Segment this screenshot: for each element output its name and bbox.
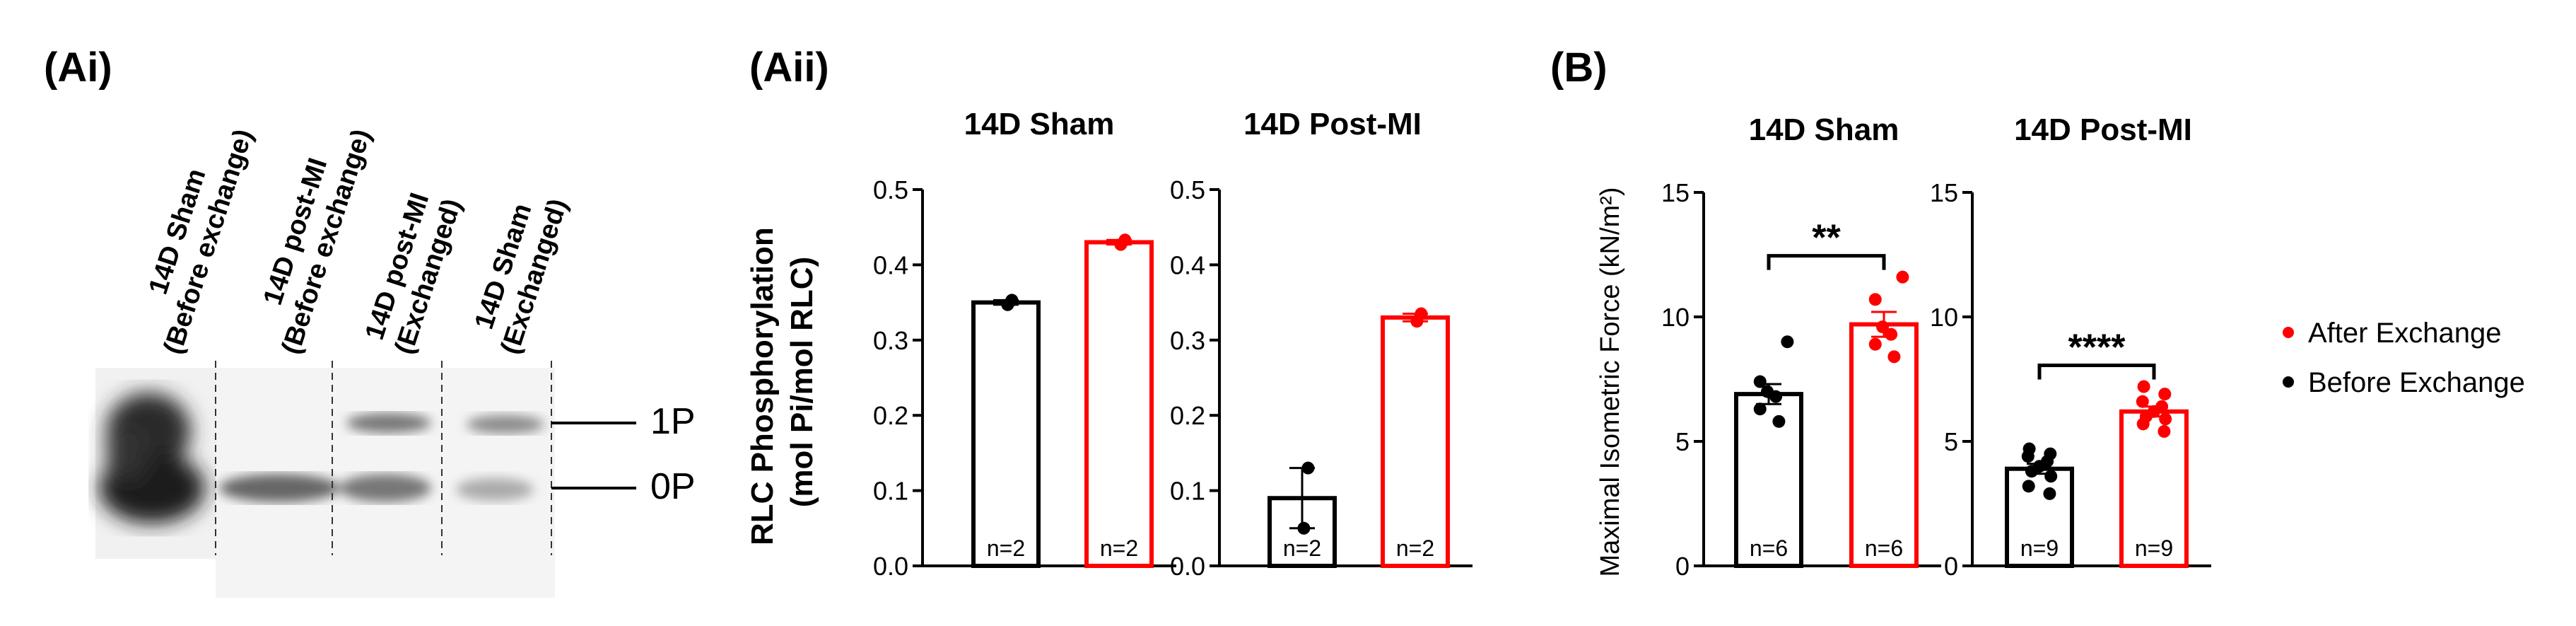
data-point (1753, 402, 1767, 416)
data-point (2136, 395, 2149, 408)
n-label: n=2 (1283, 535, 1321, 561)
chart-b-sham: 14D Sham 0 5 10 15 n=6 n=6 ** (1661, 112, 1941, 581)
data-point (1005, 294, 1019, 307)
significance-bracket (2037, 364, 2156, 380)
legend-marker-before (2283, 376, 2294, 388)
band-label-1p: 1P (650, 401, 696, 442)
n-label: n=9 (2135, 535, 2173, 561)
data-point (1868, 293, 1882, 306)
bar (1084, 240, 1154, 568)
data-point (1297, 521, 1311, 535)
n-label: n=9 (2020, 535, 2059, 561)
chart-title: 14D Post-MI (2014, 112, 2192, 147)
y-tick-label: 0.0 (873, 552, 908, 581)
y-tick-label: 0.4 (1170, 250, 1205, 279)
y-axis-title-rlc-line2: (mol Pi/mol RLC) (785, 257, 819, 507)
blot-band-lane-1 (99, 393, 205, 523)
legend-marker-after (2283, 327, 2294, 338)
n-label: n=2 (987, 535, 1025, 561)
data-point (1887, 350, 1901, 364)
bar (1734, 392, 1803, 568)
panel-label-b: (B) (1550, 45, 1608, 91)
y-tick-label: 0 (1944, 552, 1958, 581)
band-label-0p: 0P (650, 466, 696, 507)
y-tick-label: 0.1 (873, 477, 908, 506)
blot-image (95, 361, 636, 598)
y-tick-label: 0 (1675, 552, 1690, 581)
significance-label: ** (1812, 218, 1841, 259)
data-point (1753, 375, 1767, 388)
significance-bracket (1767, 254, 1886, 270)
data-point (1876, 320, 1890, 334)
y-tick-label: 5 (1944, 427, 1958, 456)
bar (971, 300, 1041, 568)
data-point (2022, 442, 2036, 456)
data-point (2044, 447, 2057, 460)
data-point (1772, 415, 1786, 428)
y-tick-label: 10 (1661, 303, 1690, 332)
y-tick-label: 0.1 (1170, 477, 1205, 506)
data-point (2044, 470, 2058, 483)
data-point (2022, 480, 2035, 493)
y-tick-label: 5 (1675, 427, 1690, 456)
y-tick-label: 0.5 (1170, 175, 1205, 204)
y-axis-title-rlc-line1: RLC Phosphorylation (745, 227, 780, 545)
y-tick-label: 0.2 (1170, 401, 1205, 430)
y-tick-label: 0.0 (1170, 552, 1205, 581)
data-point (2155, 400, 2169, 413)
y-tick-label: 0.5 (873, 175, 908, 204)
data-point (1761, 385, 1774, 398)
chart-aii-sham: 14D Sham 0.0 0.1 0.2 0.3 0.4 0.5 n=2 n=2 (873, 107, 1176, 581)
y-axis-title-force: Maximal Isometric Force (kN/m²) (1596, 187, 1625, 576)
bar (1849, 322, 1919, 568)
blot-lane-dividers (215, 361, 552, 555)
y-tick-label: 15 (1661, 178, 1690, 207)
y-tick-label: 0.4 (873, 250, 908, 279)
chart-b-post-mi: 14D Post-MI 0 5 10 15 n=9 n=9 **** (1930, 112, 2211, 581)
bar (1381, 315, 1450, 568)
y-tick-label: 15 (1930, 178, 1958, 207)
data-point (2043, 487, 2056, 500)
y-tick-label: 0.2 (873, 401, 908, 430)
data-point (1118, 233, 1132, 247)
western-blot-panel: 14D Sham (Before exchange) 14D post-MI (… (0, 0, 778, 626)
chart-title: 14D Post-MI (1243, 107, 1422, 141)
data-point (2159, 412, 2172, 426)
blot-band-1p (346, 413, 544, 434)
n-label: n=2 (1396, 535, 1434, 561)
significance-label: **** (2068, 328, 2126, 369)
data-point (1301, 461, 1315, 475)
data-point (2137, 380, 2150, 393)
y-tick-label: 0.3 (873, 326, 908, 355)
n-label: n=6 (1865, 535, 1903, 561)
n-label: n=6 (1750, 535, 1788, 561)
data-point (1868, 337, 1882, 351)
legend-label-before: Before Exchange (2308, 367, 2525, 398)
panel-label-ai: (Ai) (44, 45, 112, 91)
data-point (1896, 270, 1909, 284)
n-label: n=2 (1100, 535, 1138, 561)
legend: After Exchange Before Exchange (2283, 318, 2525, 398)
chart-title: 14D Sham (964, 107, 1115, 141)
blot-band-0p (219, 474, 534, 502)
data-point (1781, 335, 1794, 349)
panel-label-aii: (Aii) (749, 45, 829, 91)
data-point (1415, 307, 1428, 320)
data-point (1885, 328, 1898, 341)
data-point (2158, 424, 2171, 438)
chart-title: 14D Sham (1749, 112, 1899, 147)
y-tick-label: 0.3 (1170, 326, 1205, 355)
data-point (2158, 388, 2172, 401)
y-tick-label: 10 (1930, 303, 1958, 332)
legend-label-after: After Exchange (2308, 318, 2502, 349)
y-axis-title-rlc: RLC Phosphorylation (mol Pi/mol RLC) (745, 219, 819, 545)
chart-aii-post-mi: 14D Post-MI 0.0 0.1 0.2 0.3 0.4 0.5 n=2 n=2 (1170, 107, 1473, 581)
